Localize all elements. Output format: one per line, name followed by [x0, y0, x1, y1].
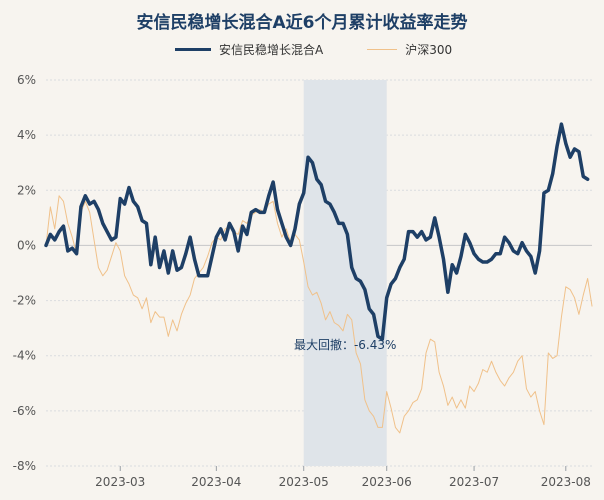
legend-index-swatch: [367, 49, 398, 50]
x-tick-label: 2023-08: [541, 475, 591, 489]
y-tick-label: 4%: [17, 128, 36, 142]
y-tick-label: -6%: [13, 404, 36, 418]
index-series-layer: [45, 195, 593, 434]
x-tick-label: 2023-05: [279, 475, 329, 489]
x-tick-label: 2023-04: [191, 475, 241, 489]
y-tick-label: -8%: [13, 459, 36, 473]
y-tick-label: -4%: [13, 349, 36, 363]
x-tick-label: 2023-07: [449, 475, 499, 489]
x-tick-label: 2023-06: [362, 475, 412, 489]
annotation-layer: 最大回撤：-6.43%: [294, 337, 396, 352]
main-series-layer: [44, 122, 590, 341]
legend: 安信民稳增长混合A 沪深300: [175, 41, 452, 58]
fund-line: [44, 122, 590, 341]
y-tick-label: 6%: [17, 73, 36, 87]
y-tick-label: -2%: [13, 294, 36, 308]
axis-label-layer: 6% 4% 2% 0% -2% -4% -6% -8% 2023-03 2023-04 2023-0…: [13, 73, 591, 489]
x-tick-label: 2023-03: [95, 475, 145, 489]
legend-index: 沪深300: [367, 41, 452, 58]
legend-index-label: 沪深300: [405, 43, 453, 57]
drawdown-shade-layer: [303, 80, 387, 466]
y-tick-label: 0%: [17, 238, 36, 252]
hs300-line: [45, 195, 593, 434]
drawdown-band: [303, 80, 387, 466]
max-drawdown-label: 最大回撤：-6.43%: [294, 337, 396, 352]
y-tick-label: 2%: [17, 183, 36, 197]
legend-main: 安信民稳增长混合A: [175, 41, 323, 58]
chart-title: 安信民稳增长混合A近6个月累计收益率走势: [136, 13, 468, 33]
legend-main-label: 安信民稳增长混合A: [219, 43, 324, 57]
legend-main-swatch: [175, 48, 211, 51]
